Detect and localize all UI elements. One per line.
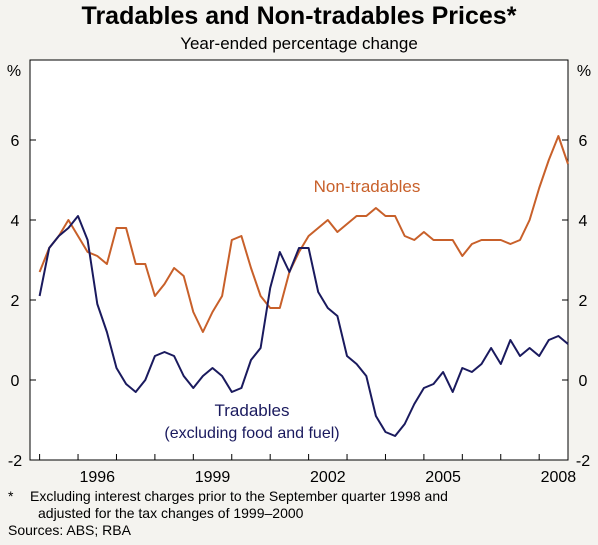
series-line-tradables [38,215,569,437]
y-tick-label-left: 2 [11,293,20,310]
chart-subtitle: Year-ended percentage change [180,34,418,53]
y-tick-label-left: -2 [8,453,22,470]
series-label-non-tradables: Non-tradables [314,177,421,196]
chart-title: Tradables and Non-tradables Prices* [81,2,517,30]
y-tick-label-right: -2 [576,453,590,470]
y-tick-label-right: 0 [579,373,588,390]
y-tick-label-left: 6 [11,133,20,150]
left-unit-label: % [7,63,21,80]
footnote-line1: Excluding interest charges prior to the … [30,488,448,504]
x-tick-label: 1999 [195,469,231,486]
series-label-tradables-note: (excluding food and fuel) [164,425,339,442]
y-tick-label-right: 6 [579,133,588,150]
series-label-tradables: Tradables [215,401,290,420]
y-tick-label-right: 4 [579,213,588,230]
plot-area [29,59,569,461]
footnote-line2: adjusted for the tax changes of 1999–200… [38,505,304,521]
x-tick-label: 2005 [425,469,461,486]
series-line-non-tradables [38,135,569,333]
right-unit-label: % [577,63,591,80]
y-tick-label-left: 4 [11,213,20,230]
x-tick-label: 2008 [541,469,577,486]
x-tick-label: 2002 [310,469,346,486]
footnote-sources: Sources: ABS; RBA [8,522,131,538]
x-tick-label: 1996 [79,469,115,486]
footnote-marker: * [8,488,14,504]
y-tick-label-left: 0 [11,373,20,390]
y-tick-label-right: 2 [579,293,588,310]
footnote: * Excluding interest charges prior to the… [8,488,448,539]
